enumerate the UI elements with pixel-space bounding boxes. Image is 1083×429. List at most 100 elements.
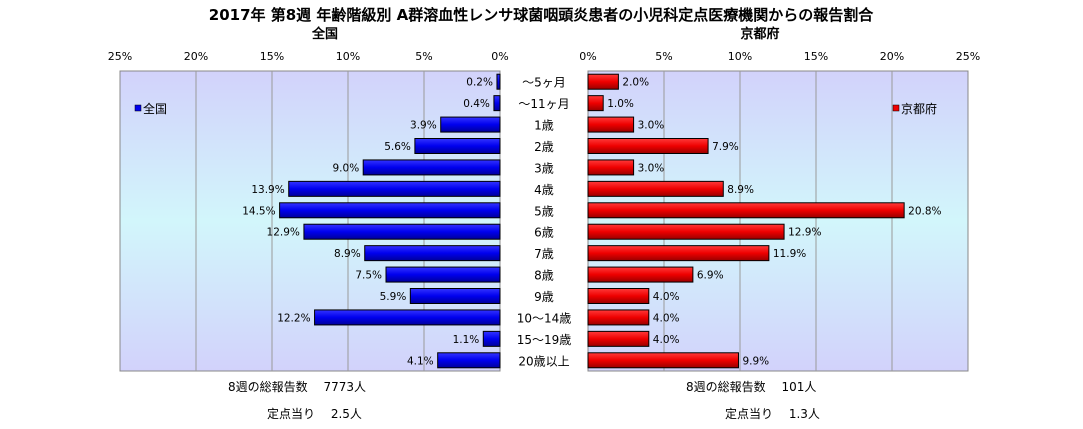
national-bar xyxy=(482,330,501,347)
kyoto-value-label: 6.9% xyxy=(697,270,724,282)
kyoto-bar xyxy=(587,116,635,133)
national-value-label: 0.2% xyxy=(466,77,493,89)
age-category-label: 15～19歳 xyxy=(517,333,572,347)
kyoto-bar xyxy=(587,309,650,326)
left-tick-label: 10% xyxy=(336,50,360,63)
national-value-label: 12.9% xyxy=(267,227,300,239)
age-category-label: 20歳以上 xyxy=(518,354,569,368)
kyoto-value-label: 3.0% xyxy=(638,120,665,132)
national-per-site: 定点当り 2.5人 xyxy=(267,406,362,421)
kyoto-bar xyxy=(587,95,604,112)
left-plot-area xyxy=(119,70,501,372)
national-bar xyxy=(303,223,501,240)
kyoto-value-label: 8.9% xyxy=(727,184,754,196)
right-plot-area xyxy=(587,70,969,372)
age-category-label: 7歳 xyxy=(534,247,554,261)
national-value-label: 9.0% xyxy=(333,162,360,174)
national-bar xyxy=(414,138,501,154)
age-category-labels: ～5ヶ月 ～11ヶ月 1歳 2歳 3歳 4歳 5歳 6歳 7歳 8歳 9歳 10～14歳 15～19歳 2… xyxy=(517,76,572,369)
age-category-label: 5歳 xyxy=(534,204,554,218)
left-panel-title: 全国 xyxy=(311,26,338,42)
age-category-label: 2歳 xyxy=(534,140,554,154)
right-tick-label: 15% xyxy=(804,50,828,63)
right-panel-title: 京都府 xyxy=(740,26,779,42)
national-value-label: 4.1% xyxy=(407,355,434,367)
kyoto-value-label: 4.0% xyxy=(653,291,680,303)
left-axis-ticks: 0% 5% 10% 15% 20% 25% xyxy=(108,50,509,63)
age-category-label: 1歳 xyxy=(534,119,554,133)
national-value-label: 1.1% xyxy=(453,334,480,346)
national-value-label: 0.4% xyxy=(463,98,490,110)
right-tick-label: 20% xyxy=(880,50,904,63)
age-category-label: 4歳 xyxy=(534,183,554,197)
national-value-label: 5.9% xyxy=(380,291,407,303)
right-gridlines xyxy=(663,71,893,371)
kyoto-bar xyxy=(587,352,739,369)
legend-kyoto: 京都府 xyxy=(892,101,937,116)
age-category-label: 9歳 xyxy=(534,290,554,304)
national-value-label: 5.6% xyxy=(384,141,411,153)
national-data-labels: 0.2% 0.4% 3.9% 5.6% 9.0% 13.9% 14.5% 12.9% 8.9% 7… xyxy=(242,77,493,368)
legend-national-label: 全国 xyxy=(143,101,167,116)
national-value-label: 12.2% xyxy=(277,312,310,324)
age-category-label: ～11ヶ月 xyxy=(518,97,569,111)
kyoto-bar xyxy=(587,245,770,262)
national-bar xyxy=(440,116,501,133)
kyoto-value-label: 1.0% xyxy=(607,98,634,110)
national-bar xyxy=(279,202,501,219)
left-tick-label: 15% xyxy=(260,50,284,63)
left-tick-label: 20% xyxy=(184,50,208,63)
kyoto-total-reports: 8週の総報告数 101人 xyxy=(686,379,816,394)
age-category-label: 10～14歳 xyxy=(517,311,572,325)
national-value-label: 8.9% xyxy=(334,248,361,260)
kyoto-series-bars xyxy=(587,73,905,369)
kyoto-data-labels: 2.0% 1.0% 3.0% 7.9% 3.0% 8.9% 20.8% 12.9% 11.9% 6… xyxy=(607,77,941,368)
national-total-reports: 8週の総報告数 7773人 xyxy=(228,379,366,394)
legend-national-swatch xyxy=(134,104,142,112)
national-value-label: 3.9% xyxy=(410,120,437,132)
right-tick-label: 5% xyxy=(655,50,672,63)
national-bar xyxy=(496,73,501,90)
national-bar xyxy=(493,95,501,112)
kyoto-bar xyxy=(587,73,619,90)
age-category-label: 8歳 xyxy=(534,269,554,283)
kyoto-bar xyxy=(587,138,709,154)
national-bar xyxy=(437,352,501,369)
kyoto-bar xyxy=(587,266,694,283)
national-series-bars xyxy=(279,73,501,369)
kyoto-value-label: 20.8% xyxy=(908,205,941,217)
right-tick-label: 0% xyxy=(579,50,596,63)
kyoto-value-label: 11.9% xyxy=(773,248,806,260)
chart-title: 2017年 第8週 年齢階級別 A群溶血性レンサ球菌咽頭炎患者の小児科定点医療機… xyxy=(209,6,874,24)
national-bar xyxy=(314,309,501,326)
national-bar xyxy=(288,180,501,197)
kyoto-bar xyxy=(587,159,635,176)
national-value-label: 14.5% xyxy=(242,205,275,217)
kyoto-value-label: 4.0% xyxy=(653,334,680,346)
age-category-label: ～5ヶ月 xyxy=(522,76,566,90)
national-bar xyxy=(385,266,501,283)
legend-kyoto-label: 京都府 xyxy=(901,101,937,116)
kyoto-bar xyxy=(587,202,905,219)
legend-national: 全国 xyxy=(134,101,167,116)
left-tick-label: 0% xyxy=(491,50,508,63)
kyoto-value-label: 7.9% xyxy=(712,141,739,153)
national-value-label: 13.9% xyxy=(251,184,284,196)
kyoto-bar xyxy=(587,180,724,197)
kyoto-value-label: 12.9% xyxy=(788,227,821,239)
right-axis-ticks: 0% 5% 10% 15% 20% 25% xyxy=(579,50,980,63)
kyoto-value-label: 2.0% xyxy=(622,77,649,89)
kyoto-bar xyxy=(587,223,785,240)
kyoto-per-site: 定点当り 1.3人 xyxy=(725,406,820,421)
age-category-label: 3歳 xyxy=(534,161,554,175)
national-bar xyxy=(362,159,501,176)
kyoto-value-label: 9.9% xyxy=(742,355,769,367)
left-tick-label: 5% xyxy=(415,50,432,63)
left-tick-label: 25% xyxy=(108,50,132,63)
national-bar xyxy=(409,288,501,304)
kyoto-bar xyxy=(587,288,650,304)
kyoto-bar xyxy=(587,330,650,347)
right-tick-label: 25% xyxy=(956,50,980,63)
right-tick-label: 10% xyxy=(728,50,752,63)
